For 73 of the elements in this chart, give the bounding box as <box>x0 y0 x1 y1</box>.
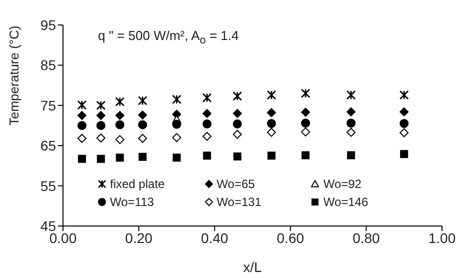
legend-label: Wo=65 <box>216 177 255 191</box>
y-tick-label: 55 <box>40 178 56 194</box>
point <box>232 108 242 118</box>
point <box>347 151 356 160</box>
point <box>301 108 310 117</box>
point <box>115 97 125 106</box>
point <box>138 110 148 120</box>
point <box>203 152 212 160</box>
point <box>77 100 87 110</box>
point <box>138 96 148 106</box>
point <box>96 110 106 120</box>
point <box>267 152 276 160</box>
point <box>400 107 409 116</box>
point <box>202 93 212 102</box>
y-tick-label: 65 <box>40 138 56 154</box>
point <box>172 120 182 129</box>
point <box>400 150 408 158</box>
point <box>77 134 86 143</box>
y-tick-label: 95 <box>40 16 56 33</box>
point <box>202 132 212 141</box>
point <box>232 119 242 128</box>
point <box>172 154 181 162</box>
point <box>96 154 105 163</box>
point <box>400 118 409 128</box>
point <box>232 91 242 101</box>
point <box>301 118 310 128</box>
point <box>96 133 106 142</box>
point <box>266 128 276 137</box>
legend-label: Wo=113 <box>110 195 154 209</box>
y-axis-title: Temperature (°C) <box>6 26 22 126</box>
point <box>301 127 310 136</box>
point <box>202 119 212 128</box>
point <box>115 110 124 120</box>
point <box>232 130 242 139</box>
point <box>266 108 276 118</box>
x-tick-label: 0.80 <box>352 230 380 246</box>
point <box>346 90 356 100</box>
point <box>302 151 310 160</box>
y-tick-label: 85 <box>40 57 56 74</box>
point <box>77 110 86 120</box>
point <box>115 135 124 144</box>
point <box>96 100 106 110</box>
point <box>96 121 106 130</box>
point <box>346 107 356 116</box>
legend-label: fixed plate <box>110 177 165 191</box>
legend-label: Wo=131 <box>216 195 262 209</box>
x-tick-label: 0.20 <box>125 230 153 246</box>
point <box>78 154 86 163</box>
x-tick-label: 0.40 <box>200 230 228 246</box>
point <box>115 120 124 130</box>
x-tick-label: 1.00 <box>428 230 456 246</box>
point <box>300 88 310 98</box>
point <box>202 108 212 118</box>
point <box>346 118 356 128</box>
point <box>266 118 276 128</box>
annotation: q " = 500 W/m², A$_{o}$ = 1.4 <box>98 28 239 47</box>
point <box>138 120 148 130</box>
legend-label: Wo=92 <box>323 177 362 191</box>
point <box>172 94 182 104</box>
y-tick-label: 75 <box>40 97 56 114</box>
point <box>399 90 409 100</box>
legend-label: Wo=146 <box>323 195 368 209</box>
point <box>138 134 148 143</box>
point <box>77 121 86 130</box>
point <box>138 152 147 161</box>
point <box>172 133 182 142</box>
point <box>266 90 276 100</box>
point <box>346 128 356 137</box>
point <box>400 128 409 138</box>
point <box>116 154 124 162</box>
x-axis-title: x/L <box>243 259 262 275</box>
x-tick-label: 0.60 <box>276 230 304 246</box>
point <box>233 152 242 160</box>
